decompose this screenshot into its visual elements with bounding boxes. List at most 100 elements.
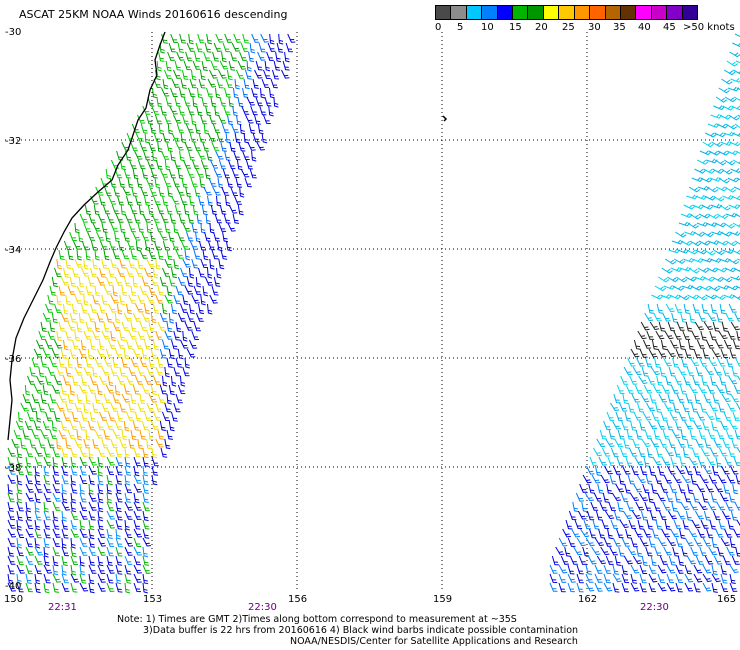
wind-barb	[267, 42, 276, 52]
wind-barb	[123, 276, 131, 287]
wind-barb	[151, 213, 160, 223]
wind-barb	[61, 456, 68, 467]
wind-barb	[233, 150, 241, 161]
wind-barb	[152, 87, 158, 99]
wind-barb	[594, 564, 603, 574]
wind-barb	[228, 204, 238, 214]
wind-barb	[696, 483, 706, 493]
wind-barb	[576, 537, 586, 547]
wind-barb	[135, 411, 142, 422]
wind-barb	[60, 384, 68, 395]
wind-barb	[257, 51, 266, 61]
wind-barb	[16, 483, 23, 495]
wind-barb	[693, 231, 705, 238]
wind-barb	[150, 276, 159, 286]
wind-barb	[148, 429, 154, 441]
scale-label-15: 15	[509, 22, 522, 33]
wind-barb	[710, 303, 718, 314]
wind-barb	[609, 474, 617, 485]
wind-barb	[658, 321, 666, 332]
wind-barb	[664, 258, 677, 265]
wind-barb	[115, 501, 122, 513]
wind-barb	[610, 447, 619, 457]
wind-barb	[640, 321, 650, 331]
wind-barb	[114, 348, 123, 358]
lon-label: 156	[288, 594, 307, 605]
wind-barb	[636, 474, 646, 484]
wind-barb	[7, 501, 14, 512]
wind-barb	[175, 141, 184, 151]
wind-barb	[692, 492, 700, 503]
wind-barb	[114, 168, 123, 179]
wind-barb	[708, 474, 718, 484]
wind-barb	[620, 492, 629, 502]
wind-barb	[87, 312, 96, 323]
wind-barb	[153, 339, 160, 351]
wind-barb	[255, 60, 263, 71]
lon-label: 150	[4, 594, 23, 605]
wind-barb	[673, 447, 681, 458]
wind-barb	[191, 69, 197, 81]
wind-barb	[205, 213, 211, 225]
wind-barb	[562, 528, 571, 538]
wind-barb	[115, 546, 123, 557]
wind-barb	[664, 519, 671, 530]
wind-barb	[683, 303, 690, 314]
wind-barb	[687, 411, 695, 422]
wind-barb	[661, 456, 671, 466]
wind-barb	[716, 213, 729, 220]
wind-barb	[614, 438, 624, 448]
wind-barb	[144, 339, 151, 350]
wind-barb	[119, 294, 126, 306]
wind-barb	[684, 420, 693, 430]
wind-barb	[697, 384, 707, 394]
wind-barb	[686, 249, 698, 255]
wind-barb	[20, 438, 26, 450]
wind-barb	[142, 555, 150, 566]
wind-barb	[721, 276, 733, 283]
wind-barb	[182, 159, 192, 169]
wind-barb	[245, 114, 254, 124]
wind-barb	[164, 114, 172, 125]
wind-barb	[568, 510, 577, 521]
wind-barb	[42, 312, 52, 322]
wind-barb	[195, 231, 201, 243]
wind-barb	[200, 114, 208, 125]
wind-barb	[189, 78, 197, 89]
wind-barb	[641, 438, 651, 448]
wind-barb	[164, 294, 173, 304]
wind-barb	[159, 312, 168, 322]
wind-barb	[625, 528, 632, 539]
wind-barb	[117, 195, 125, 206]
wind-barb	[634, 384, 643, 394]
wind-barb	[603, 420, 611, 430]
wind-barb	[625, 456, 633, 467]
wind-barb	[195, 42, 203, 53]
wind-barb	[625, 384, 634, 394]
wind-barb	[236, 114, 242, 126]
wind-barb	[683, 492, 691, 503]
wind-barb	[166, 249, 173, 261]
wind-barb	[724, 528, 733, 538]
wind-barb	[684, 348, 692, 359]
wind-barb	[672, 285, 685, 291]
wind-barb	[135, 132, 144, 142]
wind-barb	[661, 528, 670, 538]
wind-barb	[157, 429, 165, 440]
wind-barb	[189, 267, 195, 279]
wind-barb	[126, 375, 135, 385]
wind-barb	[699, 357, 708, 367]
wind-barb	[704, 249, 716, 256]
wind-barb	[599, 429, 607, 440]
wind-barb	[126, 339, 134, 350]
wind-barb	[69, 231, 77, 241]
wind-barb	[729, 141, 740, 147]
wind-barb	[152, 150, 158, 162]
wind-barb	[27, 375, 35, 385]
wind-barb	[65, 366, 72, 377]
wind-barb	[165, 60, 172, 72]
wind-barb	[641, 555, 648, 567]
wind-barb	[669, 339, 679, 349]
wind-barb	[87, 420, 95, 431]
wind-barb	[124, 582, 131, 594]
